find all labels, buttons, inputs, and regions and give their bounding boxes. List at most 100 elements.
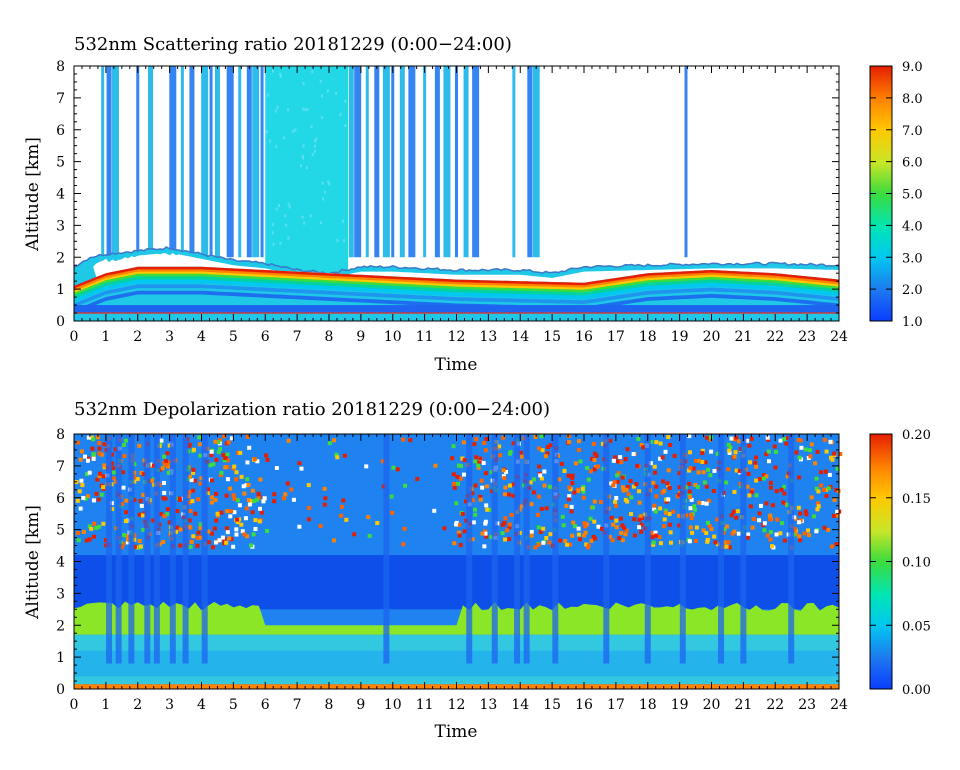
x-tick-label: 13 <box>479 329 497 345</box>
noise-speck <box>476 465 481 470</box>
noise-speck <box>236 450 241 455</box>
signal-streak <box>472 66 480 258</box>
boundary-layer-core <box>74 650 839 677</box>
noise-speck <box>87 470 92 475</box>
noise-speck <box>177 497 182 502</box>
signal-streak <box>101 66 105 258</box>
noise-speck <box>707 498 712 503</box>
noise-speck <box>482 440 487 445</box>
noise-speck <box>761 476 766 481</box>
noise-speck <box>726 442 731 447</box>
noise-speck <box>390 510 395 515</box>
noise-speck <box>693 458 698 463</box>
noise-speck <box>658 441 663 446</box>
noise-speck <box>672 453 677 458</box>
noise-speck <box>780 521 785 526</box>
x-tick-label: 11 <box>416 329 434 345</box>
noise-speck <box>701 528 706 533</box>
noise-speck <box>276 105 279 109</box>
noise-speck <box>586 543 591 548</box>
noise-speck <box>484 437 489 442</box>
signal-streak <box>374 66 380 258</box>
cloud-streak <box>182 434 189 664</box>
noise-speck <box>339 504 344 509</box>
noise-speck <box>454 501 459 506</box>
noise-speck <box>255 459 260 464</box>
noise-speck <box>796 437 801 442</box>
noise-speck <box>94 491 99 496</box>
noise-speck <box>292 129 295 133</box>
noise-speck <box>164 512 169 517</box>
noise-speck <box>320 94 323 98</box>
noise-speck <box>161 496 166 501</box>
signal-streak <box>527 66 533 258</box>
noise-speck <box>625 447 630 452</box>
x-tick-label: 16 <box>575 329 593 345</box>
noise-speck <box>264 453 269 458</box>
noise-speck <box>111 470 116 475</box>
noise-speck <box>622 525 627 530</box>
noise-speck <box>774 532 779 537</box>
noise-speck <box>765 533 770 538</box>
noise-speck <box>827 472 832 477</box>
noise-speck <box>229 537 234 542</box>
noise-speck <box>543 454 548 459</box>
cloud-streak <box>679 434 686 664</box>
cloud-streak <box>552 434 559 664</box>
boundary-layer-top <box>73 246 840 275</box>
x-tick-label: 3 <box>165 697 174 713</box>
noise-speck <box>654 440 659 445</box>
x-tick-label: 4 <box>197 697 206 713</box>
noise-speck <box>302 107 305 111</box>
noise-speck <box>141 492 146 497</box>
noise-speck <box>193 511 198 516</box>
noise-speck <box>302 82 305 86</box>
noise-speck <box>120 501 125 506</box>
noise-speck <box>626 492 631 497</box>
colorbar-tick-label: 7.0 <box>902 124 923 139</box>
noise-speck <box>814 476 819 481</box>
signal-streak <box>246 66 252 258</box>
noise-speck <box>600 441 605 446</box>
noise-speck <box>671 509 676 514</box>
noise-speck <box>730 531 735 536</box>
noise-speck <box>455 481 460 486</box>
noise-speck <box>608 438 613 443</box>
noise-speck <box>294 128 297 132</box>
noise-speck <box>141 472 146 477</box>
noise-speck <box>548 443 553 448</box>
noise-speck <box>838 452 843 457</box>
noise-speck <box>782 491 787 496</box>
noise-speck <box>271 231 274 235</box>
noise-speck <box>637 500 642 505</box>
noise-speck <box>479 478 484 483</box>
noise-speck <box>459 464 464 469</box>
noise-speck <box>582 521 587 526</box>
signal-streak <box>443 66 451 258</box>
noise-speck <box>166 464 171 469</box>
noise-speck <box>727 448 732 453</box>
noise-speck <box>259 510 264 515</box>
noise-speck <box>218 438 223 443</box>
noise-speck <box>205 491 210 496</box>
noise-speck <box>773 449 778 454</box>
noise-speck <box>244 506 249 511</box>
noise-speck <box>275 145 278 149</box>
noise-speck <box>531 490 536 495</box>
noise-speck <box>217 538 222 543</box>
noise-speck <box>196 497 201 502</box>
noise-speck <box>624 528 629 533</box>
noise-speck <box>695 484 700 489</box>
noise-speck <box>588 469 593 474</box>
noise-speck <box>318 523 323 528</box>
noise-speck <box>503 485 508 490</box>
noise-speck <box>139 503 144 508</box>
noise-speck <box>536 525 541 530</box>
noise-speck <box>150 478 155 483</box>
noise-speck <box>87 537 92 542</box>
noise-speck <box>191 534 196 539</box>
noise-speck <box>87 524 92 529</box>
noise-speck <box>301 156 304 160</box>
cloud-streak <box>153 434 160 664</box>
